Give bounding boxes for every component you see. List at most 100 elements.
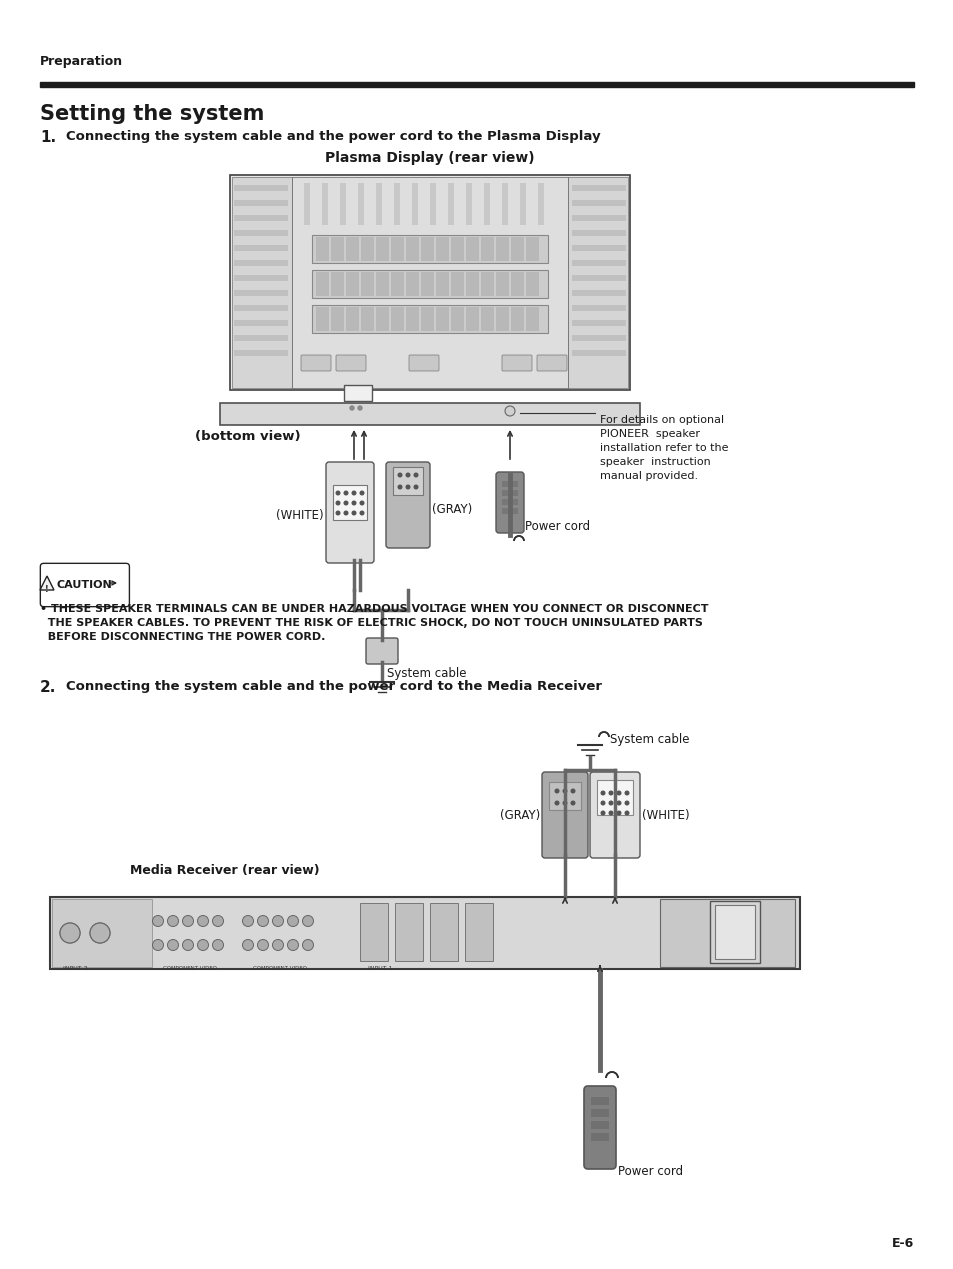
FancyBboxPatch shape: [409, 355, 438, 371]
Bar: [430, 183, 436, 225]
Circle shape: [360, 511, 363, 515]
FancyBboxPatch shape: [589, 772, 639, 858]
FancyBboxPatch shape: [496, 472, 523, 533]
Circle shape: [60, 923, 80, 943]
Bar: [590, 1133, 608, 1141]
Bar: [572, 201, 625, 206]
Circle shape: [197, 939, 209, 950]
Bar: [548, 782, 580, 810]
Text: CAUTION: CAUTION: [57, 580, 112, 590]
Text: Setting the system: Setting the system: [40, 104, 264, 124]
Text: manual provided.: manual provided.: [599, 471, 698, 481]
Circle shape: [397, 473, 401, 477]
Bar: [480, 272, 494, 296]
Circle shape: [350, 406, 354, 410]
Bar: [233, 245, 288, 251]
Bar: [233, 305, 288, 311]
Bar: [346, 272, 358, 296]
Bar: [525, 307, 538, 331]
Bar: [312, 305, 547, 332]
Bar: [233, 335, 288, 341]
Text: 1.: 1.: [40, 129, 56, 145]
Text: speaker  instruction: speaker instruction: [599, 457, 710, 467]
Circle shape: [257, 915, 268, 926]
Circle shape: [242, 915, 253, 926]
Bar: [315, 237, 329, 261]
Circle shape: [617, 791, 620, 794]
Circle shape: [397, 485, 401, 489]
Circle shape: [213, 915, 223, 926]
Bar: [511, 272, 523, 296]
Bar: [465, 307, 478, 331]
Bar: [233, 275, 288, 280]
Circle shape: [600, 801, 604, 805]
Circle shape: [352, 501, 355, 505]
Bar: [220, 404, 639, 425]
Circle shape: [352, 511, 355, 515]
Bar: [496, 237, 509, 261]
Circle shape: [152, 939, 163, 950]
Bar: [590, 1096, 608, 1105]
Bar: [232, 176, 292, 388]
Bar: [572, 260, 625, 266]
Bar: [572, 230, 625, 236]
Text: THE SPEAKER CABLES. TO PREVENT THE RISK OF ELECTRIC SHOCK, DO NOT TOUCH UNINSULA: THE SPEAKER CABLES. TO PREVENT THE RISK …: [40, 618, 702, 628]
Bar: [50, 897, 800, 970]
Bar: [501, 183, 507, 225]
Bar: [333, 485, 367, 520]
Bar: [304, 183, 310, 225]
Bar: [572, 350, 625, 357]
Circle shape: [406, 473, 410, 477]
Circle shape: [335, 501, 339, 505]
Circle shape: [168, 939, 178, 950]
Text: System cable: System cable: [387, 667, 466, 680]
Bar: [233, 291, 288, 296]
Bar: [322, 183, 328, 225]
Circle shape: [344, 511, 348, 515]
Circle shape: [624, 791, 628, 794]
Bar: [597, 780, 633, 815]
Bar: [590, 1121, 608, 1129]
Circle shape: [242, 939, 253, 950]
Bar: [496, 307, 509, 331]
Text: installation refer to the: installation refer to the: [599, 443, 728, 453]
Circle shape: [504, 406, 515, 416]
Circle shape: [257, 939, 268, 950]
Bar: [406, 237, 418, 261]
Bar: [233, 260, 288, 266]
Bar: [360, 272, 374, 296]
Bar: [572, 320, 625, 326]
Circle shape: [197, 915, 209, 926]
Text: (WHITE): (WHITE): [641, 808, 689, 821]
Bar: [233, 230, 288, 236]
Circle shape: [624, 801, 628, 805]
Bar: [375, 183, 381, 225]
Circle shape: [414, 485, 417, 489]
Circle shape: [357, 406, 361, 410]
Bar: [483, 183, 490, 225]
Bar: [537, 183, 543, 225]
Circle shape: [335, 491, 339, 495]
Circle shape: [555, 789, 558, 793]
FancyBboxPatch shape: [583, 1086, 616, 1169]
FancyBboxPatch shape: [335, 355, 366, 371]
Bar: [480, 237, 494, 261]
Text: System cable: System cable: [609, 733, 689, 746]
Text: PIONEER  speaker: PIONEER speaker: [599, 429, 700, 439]
FancyBboxPatch shape: [537, 355, 566, 371]
Bar: [451, 272, 463, 296]
Text: Preparation: Preparation: [40, 55, 123, 69]
Bar: [315, 272, 329, 296]
Bar: [292, 176, 567, 388]
Circle shape: [287, 939, 298, 950]
Bar: [391, 237, 403, 261]
Circle shape: [60, 923, 80, 943]
Bar: [465, 272, 478, 296]
Circle shape: [360, 501, 363, 505]
Bar: [572, 305, 625, 311]
Text: Plasma Display (rear view): Plasma Display (rear view): [325, 151, 535, 165]
Text: Connecting the system cable and the power cord to the Media Receiver: Connecting the system cable and the powe…: [66, 680, 601, 693]
Circle shape: [571, 801, 575, 805]
Bar: [357, 183, 364, 225]
Bar: [525, 237, 538, 261]
